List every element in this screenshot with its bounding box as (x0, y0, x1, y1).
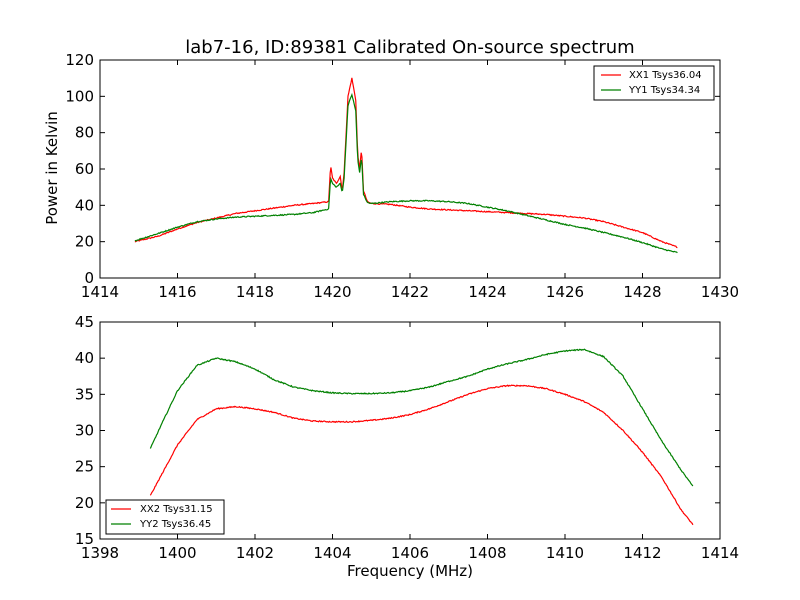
top-y-tick-label: 120 (65, 51, 94, 69)
bottom-y-tick-label: 25 (75, 458, 94, 476)
bottom-x-tick-label: 1410 (546, 544, 584, 562)
bottom-x-tick-label: 1412 (623, 544, 661, 562)
chart-title: lab7-16, ID:89381 Calibrated On-source s… (185, 37, 634, 58)
bottom-x-tick-label: 1400 (158, 544, 196, 562)
bottom-y-tick-label: 45 (75, 313, 94, 331)
top-x-tick-label: 1428 (623, 283, 661, 301)
top-series-line-2 (134, 92, 678, 254)
top-y-tick-label: 20 (75, 233, 94, 251)
top-x-tick-label: 1418 (236, 283, 274, 301)
bottom-series-line-2 (149, 348, 694, 487)
bottom-legend-box (105, 499, 225, 535)
bottom-y-tick-label: 35 (75, 385, 94, 403)
legend-label-yy2: YY2 Tsys36.45 (139, 519, 211, 530)
legend-label-xx2: XX2 Tsys31.15 (140, 504, 213, 515)
top-y-tick-label: 60 (75, 160, 94, 178)
bottom-x-axis-label: Frequency (MHz) (347, 562, 473, 580)
bottom-y-tick-label: 20 (75, 494, 94, 512)
top-x-tick-label: 1420 (313, 283, 351, 301)
bottom-series-line-1 (149, 384, 694, 526)
bottom-x-tick-label: 1402 (236, 544, 274, 562)
top-x-tick-label: 1422 (391, 283, 429, 301)
bottom-x-tick-label: 1406 (391, 544, 429, 562)
bottom-plot-area: 1398 1400 1402 1404 1406 1408 1410 1412 1414 15 20… (75, 313, 739, 562)
top-x-tick-label: 1424 (468, 283, 506, 301)
top-y-tick-label: 40 (75, 196, 94, 214)
legend-label-xx1: XX1 Tsys36.04 (629, 70, 702, 81)
top-y-axis-label: Power in Kelvin (43, 111, 61, 225)
bottom-y-tick-label: 30 (75, 422, 94, 440)
bottom-x-tick-label: 1414 (701, 544, 739, 562)
top-spectrum-plot: lab7-16, ID:89381 Calibrated On-source s… (43, 37, 739, 301)
bottom-y-tick-label: 15 (75, 530, 94, 548)
top-x-tick-label: 1430 (701, 283, 739, 301)
top-x-tick-label: 1414 (81, 283, 119, 301)
bottom-x-tick-label: 1398 (81, 544, 119, 562)
top-x-tick-label: 1416 (158, 283, 196, 301)
bottom-y-tick-label: 40 (75, 349, 94, 367)
bottom-x-tick-label: 1408 (468, 544, 506, 562)
top-legend: XX1 Tsys36.04 YY1 Tsys34.34 (593, 65, 715, 101)
top-x-tick-label: 1426 (546, 283, 584, 301)
top-y-tick-label: 100 (65, 87, 94, 105)
top-legend-box (593, 65, 715, 101)
legend-label-yy1: YY1 Tsys34.34 (628, 85, 700, 96)
bottom-legend: XX2 Tsys31.15 YY2 Tsys36.45 (105, 499, 225, 535)
top-plot-area: 1414 1416 1418 1420 1422 1424 1426 1428 1430 0 20 4… (65, 51, 739, 301)
bottom-spectrum-plot: Frequency (MHz) 1398 1400 1402 1404 1406 1408… (75, 313, 739, 580)
top-y-tick-label: 80 (75, 124, 94, 142)
bottom-x-tick-label: 1404 (313, 544, 351, 562)
top-y-tick-label: 0 (84, 269, 94, 287)
top-series-line-1 (134, 77, 678, 249)
